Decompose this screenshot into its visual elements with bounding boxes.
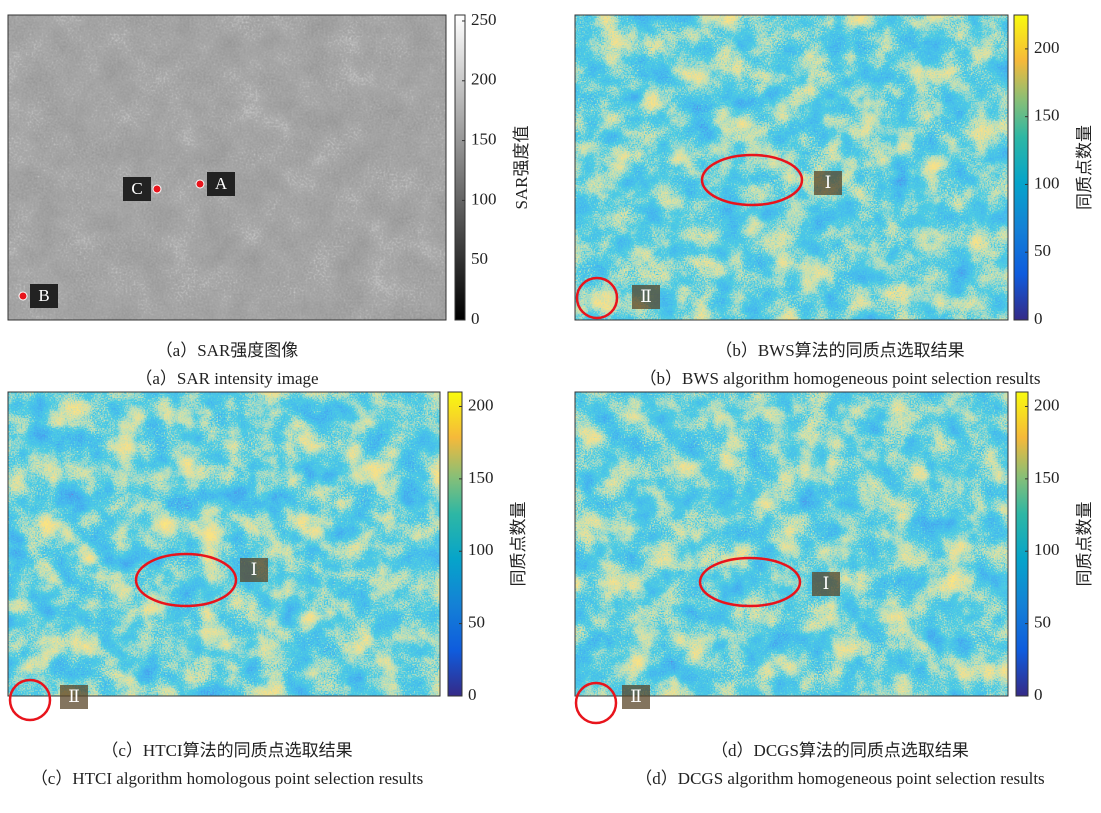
colorbar-tick-label: 100 [1034, 540, 1060, 559]
colorbar-tick-label: 100 [471, 189, 497, 208]
marker-label: Ⅰ [251, 560, 258, 579]
colorbar-tick-label: 50 [471, 249, 488, 268]
caption-en: （b）BWS algorithm homogeneous point selec… [640, 369, 1041, 388]
marker-label: B [38, 286, 49, 305]
marker-label: A [215, 174, 228, 193]
colorbar-tick-label: 150 [1034, 106, 1060, 125]
caption-zh: （d）DCGS算法的同质点选取结果 [711, 741, 969, 760]
colorbar-tick-label: 150 [471, 129, 497, 148]
colorbar-label: 同质点数量 [1075, 502, 1094, 587]
colorbar [1014, 15, 1028, 320]
colorbar-tick-label: 0 [468, 685, 477, 704]
caption-en: （c）HTCI algorithm homologous point selec… [31, 769, 423, 788]
colorbar-tick-label: 0 [471, 309, 480, 328]
image [8, 15, 446, 320]
image [8, 392, 440, 696]
marker-label: Ⅱ [68, 687, 80, 706]
figure: A C B 0 50 100 150 200 250 SAR强度值 （a）SAR强度图像 （a）SAR… [0, 0, 1101, 808]
marker-label: Ⅱ [630, 687, 642, 706]
marker-label: Ⅰ [823, 574, 830, 593]
colorbar-label: SAR强度值 [512, 125, 531, 209]
caption-en: （a）SAR intensity image [135, 369, 318, 388]
colorbar [448, 392, 462, 696]
marker-label: Ⅱ [640, 287, 652, 306]
image [575, 392, 1008, 696]
colorbar-tick-label: 200 [1034, 38, 1060, 57]
colorbar-label: 同质点数量 [1075, 125, 1094, 210]
colorbar-tick-label: 50 [468, 613, 485, 632]
caption-zh: （b）BWS算法的同质点选取结果 [715, 341, 964, 360]
page: {"panels": [ {"colormap": "gray", "color… [0, 0, 1101, 813]
body: A C B 0 50 100 150 200 250 SAR强度值 （a）SAR强度图像 （a）SAR… [0, 0, 1101, 813]
point-dot [196, 180, 204, 188]
colorbar-tick-label: 0 [1034, 685, 1043, 704]
caption-zh: （c）HTCI算法的同质点选取结果 [101, 741, 352, 760]
colorbar-tick-label: 200 [468, 395, 494, 414]
colorbar [455, 15, 465, 320]
colorbar-tick-label: 200 [471, 70, 497, 89]
marker-label: C [131, 179, 142, 198]
colorbar-tick-label: 150 [468, 468, 494, 487]
image [575, 15, 1008, 320]
marker-label: Ⅰ [825, 173, 832, 192]
colorbar-tick-label: 50 [1034, 613, 1051, 632]
colorbar-tick-label: 0 [1034, 309, 1043, 328]
point-dot [153, 185, 161, 193]
colorbar-tick-label: 50 [1034, 241, 1051, 260]
caption-zh: （a）SAR强度图像 [156, 341, 299, 360]
colorbar-label: 同质点数量 [509, 502, 528, 587]
colorbar-tick-label: 150 [1034, 468, 1060, 487]
colorbar-tick-label: 100 [468, 540, 494, 559]
point-dot [19, 292, 27, 300]
colorbar-tick-label: 250 [471, 10, 497, 29]
caption-en: （d）DCGS algorithm homogeneous point sele… [635, 769, 1044, 788]
colorbar-tick-label: 200 [1034, 395, 1060, 414]
colorbar-tick-label: 100 [1034, 173, 1060, 192]
colorbar [1016, 392, 1028, 696]
